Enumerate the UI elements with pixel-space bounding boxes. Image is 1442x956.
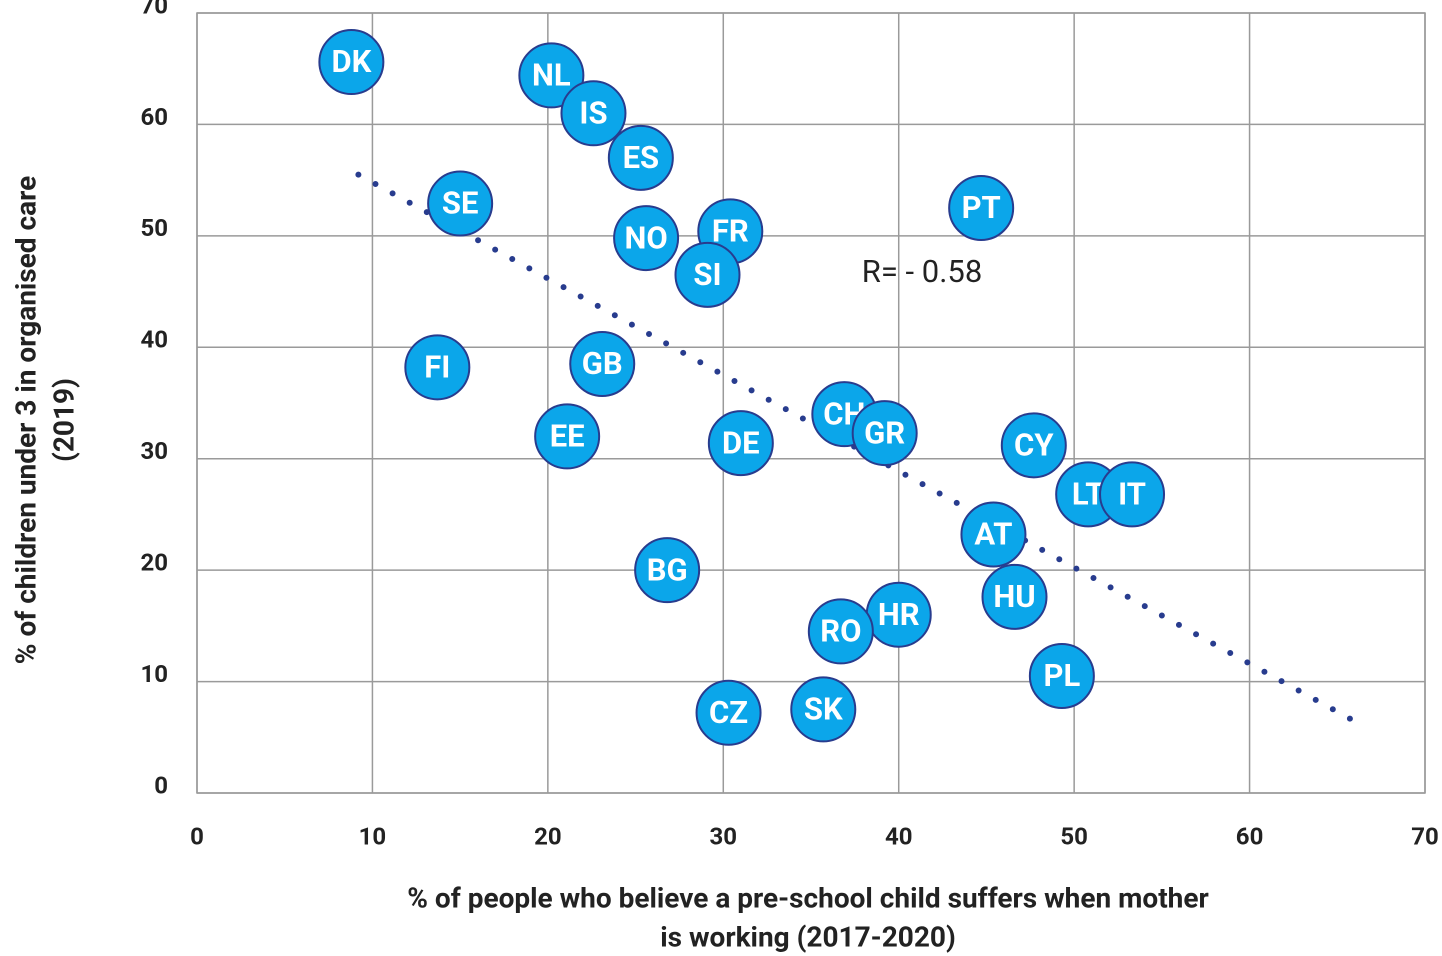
annotation: R= - 0.58	[862, 253, 983, 290]
point	[851, 400, 918, 467]
y-tick-label: 20	[140, 548, 168, 576]
point-label: FI	[424, 349, 450, 386]
x-tick-label: 10	[359, 822, 387, 850]
point-label: ES	[623, 139, 660, 176]
x-tick-label: 50	[1060, 822, 1088, 850]
point-label: PL	[1043, 657, 1080, 694]
x-tick-label: 30	[710, 822, 738, 850]
point-label: HR	[878, 596, 920, 633]
point	[569, 331, 636, 397]
point	[318, 29, 385, 96]
point	[981, 563, 1048, 630]
point-label: IT	[1118, 476, 1146, 513]
point-label: GB	[582, 345, 623, 382]
y-axis-title: % of children under 3 in organised care	[9, 176, 42, 664]
x-tick-label: 60	[1236, 822, 1264, 850]
point	[1099, 461, 1166, 528]
y-tick-label: 40	[140, 326, 168, 354]
y-tick-label: 70	[140, 0, 168, 19]
point	[534, 403, 601, 470]
y-tick-label: 10	[140, 660, 168, 688]
x-tick-label: 40	[885, 822, 913, 850]
x-tick-label: 20	[534, 822, 562, 850]
point	[607, 124, 674, 191]
point	[518, 42, 585, 109]
point	[1000, 412, 1067, 479]
point-label: EE	[550, 418, 585, 455]
point	[707, 410, 774, 477]
point	[560, 80, 627, 147]
x-axis-title: % of people who believe a pre-school chi…	[407, 881, 1208, 914]
point-label: NL	[532, 57, 571, 94]
point-label: IS	[579, 94, 607, 131]
point	[695, 679, 762, 746]
point-label: NO	[624, 219, 667, 256]
y-axis-title: (2019)	[47, 378, 80, 462]
point-label: SE	[442, 185, 479, 222]
y-tick-label: 50	[140, 214, 168, 242]
point-label: FR	[712, 213, 749, 250]
point	[1028, 643, 1095, 709]
point-label: BG	[647, 551, 688, 588]
x-tick-label: 0	[190, 822, 204, 850]
point-label: CZ	[709, 694, 748, 731]
x-axis-title: is working (2017-2020)	[660, 920, 956, 953]
point-label: GR	[864, 414, 905, 451]
point-label: DK	[331, 43, 371, 80]
point-label: LT	[1072, 476, 1105, 513]
point-label: DE	[722, 424, 760, 461]
point	[790, 676, 857, 743]
point	[674, 241, 741, 308]
point-label: AT	[974, 516, 1012, 553]
y-tick-label: 30	[140, 437, 168, 465]
point	[404, 334, 471, 401]
point	[948, 175, 1015, 241]
point	[960, 501, 1027, 568]
point-label: RO	[820, 613, 861, 650]
point-label: SK	[804, 691, 843, 728]
point-label: PT	[962, 189, 1001, 226]
point-label: SI	[693, 256, 721, 293]
point-label: CY	[1014, 427, 1054, 464]
point	[613, 205, 680, 272]
y-tick-label: 0	[154, 771, 168, 799]
point	[427, 170, 494, 237]
point	[634, 537, 701, 604]
plot-frame	[196, 12, 1426, 794]
point-label: HU	[993, 578, 1035, 615]
x-tick-label: 70	[1411, 822, 1439, 850]
point	[807, 598, 874, 665]
y-tick-label: 60	[140, 103, 168, 131]
